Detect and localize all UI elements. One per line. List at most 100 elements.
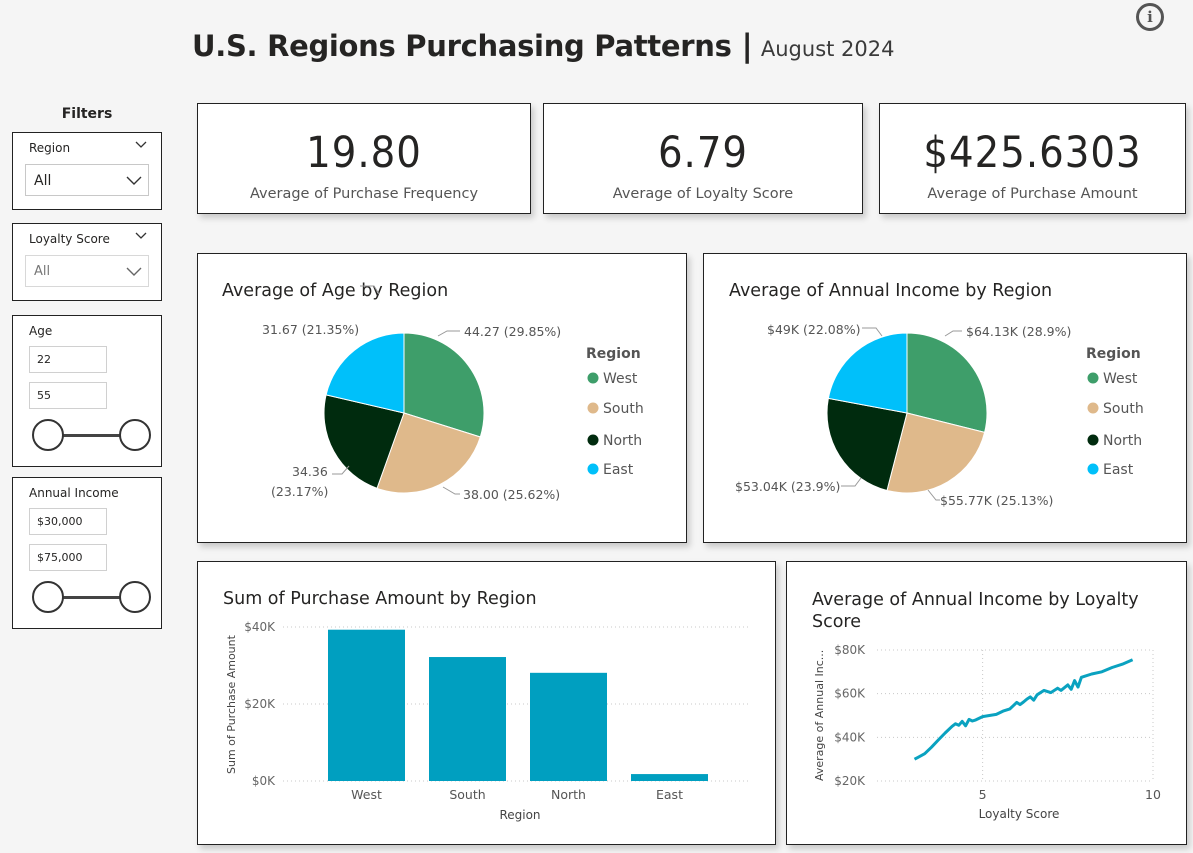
y-tick-label: $20K <box>834 774 866 788</box>
legend-marker-south <box>1087 402 1099 414</box>
legend-label-south: South <box>1103 401 1144 417</box>
y-tick-label: $60K <box>834 687 866 701</box>
loyalty-dropdown-value: All <box>34 264 51 279</box>
pie-slice-west[interactable] <box>403 332 485 438</box>
data-label-north: 34.36 <box>292 464 328 479</box>
legend-marker-east <box>587 463 599 475</box>
legend-label-north: North <box>603 433 642 449</box>
bar-north[interactable] <box>530 672 607 781</box>
purchase-amount-by-region-card: Sum of Purchase Amount by Region $0K $20K… <box>197 561 776 845</box>
chevron-down-icon[interactable] <box>135 139 147 151</box>
kpi-value: 19.80 <box>306 128 422 178</box>
income-max-handle[interactable] <box>119 581 151 613</box>
data-label-north: $53.04K (23.9%) <box>735 479 840 494</box>
x-tick-label: 5 <box>979 787 987 802</box>
chart-title: Sum of Purchase Amount by Region <box>223 589 537 609</box>
age-min-handle[interactable] <box>32 419 64 451</box>
legend-label-east: East <box>1103 462 1134 478</box>
page-subtitle: August 2024 <box>760 37 895 61</box>
legend-marker-west <box>587 372 599 384</box>
income-min-handle[interactable] <box>32 581 64 613</box>
kpi-card-loyalty-score: 6.79 Average of Loyalty Score <box>543 103 863 214</box>
age-range-track <box>47 434 137 437</box>
bar-south[interactable] <box>429 657 506 781</box>
pie-slice-south[interactable] <box>886 412 986 494</box>
legend-label-north: North <box>1103 433 1142 449</box>
pie-slice-north[interactable] <box>826 397 908 492</box>
income-slicer-label: Annual Income <box>29 486 119 500</box>
pie-slice-north[interactable] <box>323 394 405 489</box>
region-slicer-label: Region <box>29 141 71 155</box>
kpi-label: Average of Purchase Amount <box>927 186 1138 202</box>
title-separator: | <box>741 28 753 64</box>
data-label-east: $49K (22.08%) <box>767 322 860 337</box>
x-tick-label: North <box>551 787 586 802</box>
series-line <box>913 658 1134 761</box>
purchase-amount-bar-chart[interactable]: $0K $20K $40K West South North East Sum of Pu… <box>198 562 775 844</box>
income-by-loyalty-card: Average of Annual Income by Loyalty Scor… <box>786 561 1187 845</box>
kpi-label: Average of Purchase Frequency <box>249 186 479 202</box>
y-tick-label: $40K <box>244 620 276 634</box>
x-tick-label: South <box>449 787 485 802</box>
data-label-east: 31.67 (21.35%) <box>262 322 359 337</box>
income-range-track <box>47 596 137 599</box>
data-label-south: $55.77K (25.13%) <box>940 493 1053 508</box>
legend-title: Region <box>586 346 641 362</box>
chart-title: Average of Age by Region <box>222 281 449 301</box>
loyalty-dropdown[interactable]: All <box>25 255 149 287</box>
data-label-north-pct: (23.17%) <box>271 484 328 499</box>
income-by-loyalty-line-chart[interactable]: $20K $40K $60K $80K 5 10 Average of Annual I… <box>787 562 1186 844</box>
region-slicer: Region All <box>12 132 162 210</box>
legend-marker-east <box>1087 463 1099 475</box>
bar-west[interactable] <box>328 629 405 781</box>
pie-slice-east[interactable] <box>325 332 405 414</box>
y-axis-title: Average of Annual Inc... <box>813 650 826 781</box>
y-tick-label: $40K <box>834 730 866 744</box>
region-dropdown[interactable]: All <box>25 164 149 196</box>
x-tick-label: 10 <box>1145 787 1161 802</box>
kpi-card-purchase-amount: $425.6303 Average of Purchase Amount <box>879 103 1186 214</box>
kpi-value: 6.79 <box>657 128 749 178</box>
chevron-down-icon <box>126 267 142 276</box>
y-tick-label: $80K <box>834 643 866 657</box>
age-by-region-pie-chart[interactable]: 44.27 (29.85%) 38.00 (25.62%) 34.36 (23.… <box>198 254 686 542</box>
age-min-input[interactable]: 22 <box>29 346 107 373</box>
income-max-input[interactable]: $75,000 <box>29 544 107 571</box>
chart-title-line-1: Average of Annual Income by Loyalty <box>812 590 1139 610</box>
region-dropdown-value: All <box>34 173 52 189</box>
legend-marker-west <box>1087 372 1099 384</box>
chevron-down-icon[interactable] <box>135 230 147 242</box>
legend-title: Region <box>1086 346 1141 362</box>
x-axis-title: Region <box>499 808 540 822</box>
chart-title: Average of Annual Income by Region <box>729 281 1053 301</box>
age-slicer: Age 22 55 <box>12 315 162 467</box>
income-min-input[interactable]: $30,000 <box>29 508 107 535</box>
legend-marker-north <box>1087 434 1099 446</box>
y-tick-label: $20K <box>244 697 276 711</box>
age-max-handle[interactable] <box>119 419 151 451</box>
kpi-card-purchase-frequency: 19.80 Average of Purchase Frequency <box>197 103 531 214</box>
income-by-region-card: Average of Annual Income by Region $64.1… <box>703 253 1187 543</box>
legend-label-east: East <box>603 462 634 478</box>
data-label-south: 38.00 (25.62%) <box>463 487 560 502</box>
legend-marker-south <box>587 402 599 414</box>
income-by-region-pie-chart[interactable]: $64.13K (28.9%) $55.77K (25.13%) $53.04K… <box>704 254 1186 542</box>
loyalty-score-slicer: Loyalty Score All <box>12 223 162 301</box>
chart-title: Average of Annual Income by Loyalty Scor… <box>812 589 1139 633</box>
legend-label-south: South <box>603 401 644 417</box>
x-axis-title: Loyalty Score <box>979 807 1060 821</box>
legend-label-west: West <box>603 371 638 387</box>
legend-label-west: West <box>1103 371 1138 387</box>
y-axis-title: Sum of Purchase Amount <box>225 634 238 774</box>
pie-slice-east[interactable] <box>827 332 908 414</box>
chart-title-line-2: Score <box>812 612 862 632</box>
report-title: U.S. Regions Purchasing Patterns | Augus… <box>192 28 894 68</box>
y-tick-label: $0K <box>252 774 276 788</box>
age-max-input[interactable]: 55 <box>29 382 107 409</box>
page-title: U.S. Regions Purchasing Patterns <box>192 29 732 63</box>
legend-marker-north <box>587 434 599 446</box>
pie-slice-west[interactable] <box>906 332 988 433</box>
bar-east[interactable] <box>631 774 708 781</box>
pie-slice-south[interactable] <box>376 412 481 494</box>
info-icon[interactable]: i <box>1136 3 1164 31</box>
